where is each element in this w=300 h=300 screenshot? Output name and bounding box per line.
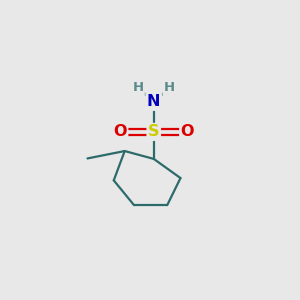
Text: H: H	[132, 82, 143, 94]
Text: H: H	[164, 82, 175, 94]
Text: S: S	[148, 124, 160, 140]
Text: O: O	[113, 124, 127, 140]
Text: O: O	[181, 124, 194, 140]
Text: S: S	[148, 124, 160, 140]
Text: H: H	[164, 82, 175, 94]
Text: H: H	[132, 82, 143, 94]
Text: O: O	[181, 124, 194, 140]
Text: N: N	[147, 94, 160, 109]
Text: O: O	[113, 124, 127, 140]
Text: N: N	[147, 94, 160, 109]
